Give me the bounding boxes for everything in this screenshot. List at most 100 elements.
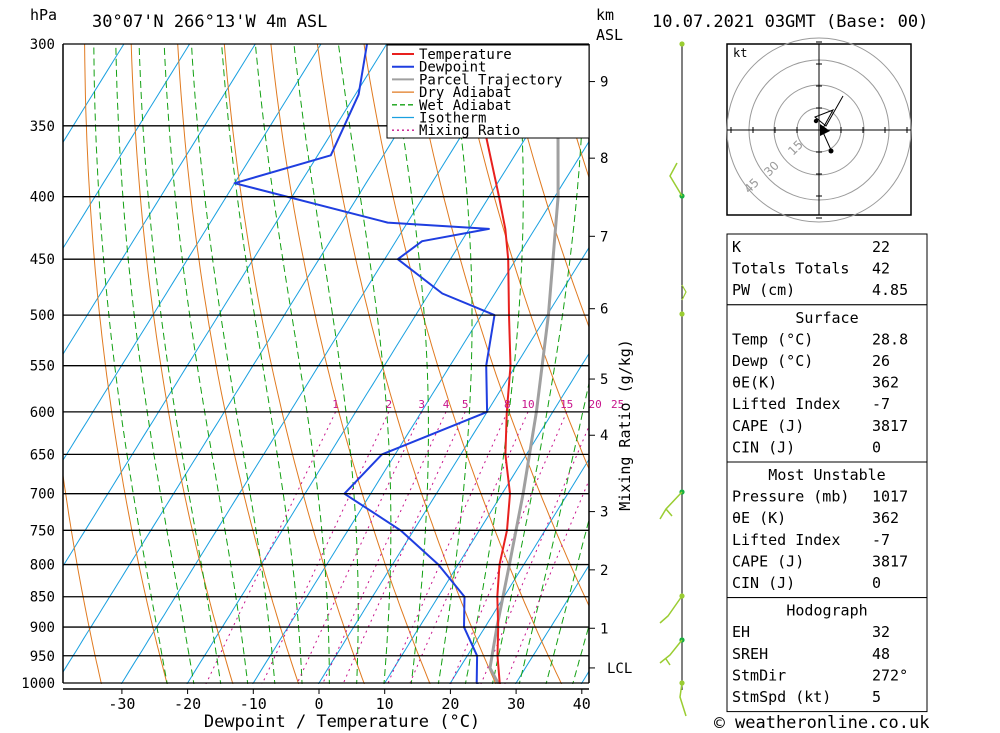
mixing-ratio-line	[342, 411, 466, 684]
wind-level-dot	[679, 41, 685, 47]
pressure-tick-label: 600	[30, 405, 55, 421]
dry-adiabat-line	[130, 44, 234, 684]
wet-adiabat-line	[337, 44, 392, 684]
wet-adiabat-line	[437, 44, 473, 684]
panel-section	[726, 304, 928, 463]
panel-section-title: Surface	[795, 309, 858, 327]
panel-section	[726, 597, 928, 713]
panel-section	[726, 461, 928, 599]
pressure-tick-label: 400	[30, 190, 55, 206]
dry-adiabat-line	[969, 44, 1000, 709]
wet-adiabat-line	[491, 44, 585, 684]
panel-row-label: Pressure (mb)	[732, 488, 849, 506]
dry-adiabat-line	[410, 44, 589, 608]
panel-row-label: K	[732, 238, 741, 256]
mixing-ratio-tick-label: 1	[332, 398, 339, 411]
pressure-tick-label: 850	[30, 590, 55, 606]
height-tick-label: LCL	[607, 661, 632, 677]
panel-row-value: -7	[872, 531, 890, 549]
legend-box	[386, 44, 590, 139]
isotherm-line	[120, 44, 519, 684]
wet-adiabat-line	[389, 44, 429, 684]
panel-row-label: θE (K)	[732, 509, 786, 527]
pressure-tick-label: 300	[30, 37, 55, 53]
wet-adiabat-line	[221, 44, 303, 684]
wet-adiabat-line	[293, 44, 359, 684]
hodograph-unit: kt	[733, 46, 747, 60]
legend-label: Dewpoint	[419, 60, 486, 76]
mixing-ratio-line	[296, 411, 423, 684]
panel-row-label: PW (cm)	[732, 281, 795, 299]
panel-row-value: 1017	[872, 488, 908, 506]
wind-barb	[659, 595, 683, 624]
x-tick-label: 30	[507, 695, 525, 713]
mixing-ratio-line	[205, 411, 337, 684]
wet-adiabat-line	[138, 44, 222, 684]
legend-label: Mixing Ratio	[419, 123, 520, 139]
legend-label: Isotherm	[419, 111, 486, 127]
height-tick-label: 3	[600, 505, 608, 521]
height-tick-label: 7	[600, 229, 608, 245]
panel-row-label: CAPE (J)	[732, 552, 804, 570]
panel-row-value: 22	[872, 238, 890, 256]
mixing-ratio-line	[450, 411, 568, 684]
x-tick-label: -10	[240, 695, 267, 713]
pressure-tick-label: 350	[30, 119, 55, 135]
panel-row-label: EH	[732, 623, 750, 641]
panel-row-label: Totals Totals	[732, 260, 849, 278]
panel-row-value: 362	[872, 374, 899, 392]
mixing-ratio-tick-label: 4	[443, 398, 450, 411]
pressure-tick-label: 450	[30, 252, 55, 268]
x-tick-label: 20	[441, 695, 459, 713]
dry-adiabat-line	[177, 44, 300, 684]
panel-row-label: Lifted Index	[732, 531, 840, 549]
plot-background-lines	[0, 44, 1000, 709]
panel-row-label: StmSpd (kt)	[732, 688, 831, 706]
datetime-title: 10.07.2021 03GMT (Base: 00)	[652, 12, 928, 32]
pressure-tick-label: 700	[30, 487, 55, 503]
mixing-ratio-tick-label: 15	[560, 398, 573, 411]
dry-adiabat-line	[923, 44, 1000, 709]
mixing-ratio-tick-label: 20	[588, 398, 601, 411]
height-tick-label: 5	[600, 372, 608, 388]
dry-adiabat-line	[63, 471, 102, 684]
panel-row-value: 42	[872, 260, 890, 278]
dry-adiabat-line	[363, 44, 563, 684]
dry-adiabat-line	[84, 44, 168, 684]
panel-section-title: Most Unstable	[768, 466, 885, 484]
wet-adiabat-line	[464, 44, 524, 684]
isotherm-line	[0, 44, 58, 709]
pressure-tick-label: 550	[30, 359, 55, 375]
panel-row-label: CIN (J)	[732, 574, 795, 592]
panel-row-value: 28.8	[872, 330, 908, 348]
mixing-ratio-tick-label: 5	[462, 398, 469, 411]
dewpoint-profile-line	[233, 44, 496, 684]
height-tick-label: 8	[600, 151, 608, 167]
isotherm-line	[63, 44, 388, 567]
mixing-ratio-line	[322, 411, 447, 684]
wind-barb	[681, 284, 687, 301]
mixing-ratio-tick-label: 10	[521, 398, 534, 411]
wet-adiabat-line	[115, 44, 195, 684]
dry-adiabat-line	[0, 44, 41, 709]
x-tick-label: -20	[174, 695, 201, 713]
isotherm-line	[63, 44, 256, 356]
wet-adiabat-line	[254, 44, 330, 684]
wet-adiabat-line	[93, 44, 168, 684]
mixing-ratio-tick-label: 3	[418, 398, 425, 411]
isotherm-line	[63, 44, 125, 144]
mixing-ratio-tick-label: 25	[611, 398, 624, 411]
parcel-trajectory-line	[488, 44, 560, 684]
pressure-tick-label: 800	[30, 558, 55, 574]
isotherm-line	[63, 44, 453, 673]
panel-row-value: 272°	[872, 666, 908, 684]
location-title: 30°07'N 266°13'W 4m ASL	[92, 12, 327, 32]
isotherm-line	[449, 458, 589, 684]
dry-adiabat-line	[456, 44, 589, 471]
x-tick-label: 10	[376, 695, 394, 713]
site-credit: weatheronline.co.uk	[735, 713, 929, 733]
legend-label: Dry Adiabat	[419, 85, 512, 101]
